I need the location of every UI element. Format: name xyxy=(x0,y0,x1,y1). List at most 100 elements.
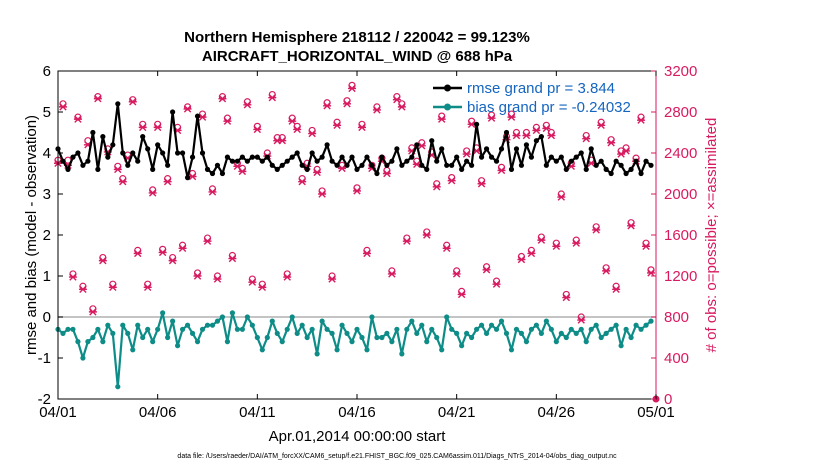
obs-assimilated-marker xyxy=(133,249,142,258)
rmse-point xyxy=(130,150,136,156)
obs-assimilated-marker xyxy=(118,178,127,186)
rmse-point xyxy=(404,158,410,164)
bias-point xyxy=(344,330,350,336)
obs-assimilated-marker xyxy=(627,222,636,230)
rmse-point xyxy=(603,166,609,172)
bias-point xyxy=(449,326,455,332)
rmse-point xyxy=(523,142,530,148)
bias-point xyxy=(165,334,171,341)
bias-point xyxy=(289,314,295,320)
legend-rmse-marker xyxy=(444,84,451,92)
bias-point xyxy=(364,347,370,353)
obs-assimilated-marker xyxy=(153,123,162,132)
rmse-point xyxy=(623,170,629,177)
bias-point xyxy=(409,318,415,324)
obs-assimilated-marker xyxy=(313,168,322,177)
bias-point xyxy=(523,339,530,345)
obs-assimilated-marker xyxy=(477,180,486,188)
rmse-point xyxy=(279,162,285,168)
obs-assimilated-marker xyxy=(218,94,227,103)
y-tick-label: 0 xyxy=(43,309,51,326)
bias-point xyxy=(95,326,101,332)
bias-point xyxy=(184,322,191,328)
bias-point xyxy=(429,326,435,332)
bias-point xyxy=(75,339,81,345)
obs-assimilated-marker xyxy=(183,105,192,113)
bias-point xyxy=(274,330,280,336)
obs-assimilated-marker xyxy=(333,121,342,130)
rmse-point xyxy=(204,166,211,172)
rmse-point xyxy=(70,154,76,160)
obs-assimilated-marker xyxy=(68,273,77,281)
chart-title: Northern Hemisphere 218112 / 220042 = 99… xyxy=(184,29,530,46)
rmse-point xyxy=(543,162,549,168)
bias-point xyxy=(110,330,116,336)
rmse-point xyxy=(110,142,116,148)
obs-assimilated-marker xyxy=(283,273,292,281)
x-tick-label: 04/11 xyxy=(239,404,275,421)
obs-assimilated-marker xyxy=(163,178,172,186)
rmse-point xyxy=(349,154,355,160)
obs-assimilated-marker xyxy=(178,244,187,253)
rmse-point xyxy=(648,162,654,168)
rmse-point xyxy=(304,166,310,172)
obs-assimilated-marker xyxy=(213,275,222,283)
rmse-point xyxy=(568,158,574,164)
bias-point xyxy=(558,330,564,336)
rmse-point xyxy=(344,162,350,168)
rmse-point xyxy=(633,158,639,164)
bias-point xyxy=(568,326,574,332)
obs-assimilated-marker xyxy=(193,272,202,280)
y2-tick-label: 1600 xyxy=(664,227,697,244)
obs-assimilated-marker xyxy=(348,84,357,93)
obs-assimilated-marker xyxy=(592,226,601,234)
rmse-point xyxy=(229,158,236,164)
bias-point xyxy=(85,339,91,345)
obs-assimilated-marker xyxy=(432,183,441,191)
bias-point xyxy=(439,347,445,353)
bias-point xyxy=(548,326,554,332)
rmse-point xyxy=(369,162,375,168)
obs-assimilated-marker xyxy=(293,125,302,134)
obs-assimilated-marker xyxy=(492,280,501,288)
bias-point xyxy=(269,318,275,324)
obs-assimilated-marker xyxy=(637,116,646,124)
y-tick-label: 1 xyxy=(43,268,51,285)
bias-point xyxy=(493,326,500,332)
rmse-point xyxy=(583,166,589,172)
rmse-point xyxy=(379,154,385,160)
bias-point xyxy=(70,326,76,332)
bias-point xyxy=(498,318,505,324)
bias-point xyxy=(199,326,206,332)
obs-assimilated-marker xyxy=(572,239,581,247)
y-tick-label: -2 xyxy=(38,391,51,408)
rmse-point xyxy=(548,154,554,160)
bias-point xyxy=(538,330,544,336)
obs-assimilated-marker xyxy=(343,100,352,108)
y2-tick-label: 2400 xyxy=(664,145,697,162)
obs-assimilated-marker xyxy=(497,166,506,175)
obs-assimilated-marker xyxy=(522,131,531,140)
bias-point xyxy=(259,347,265,353)
bias-point xyxy=(424,339,430,345)
obs-assimilated-marker xyxy=(382,169,391,178)
bias-point xyxy=(578,326,584,332)
legend-bias-label: bias grand pr = -0.24032 xyxy=(467,99,631,116)
obs-assimilated-marker xyxy=(402,237,411,245)
rmse-point xyxy=(214,162,221,168)
bias-point xyxy=(354,326,360,332)
bias-point xyxy=(65,326,71,332)
bias-point xyxy=(369,314,375,320)
bias-point xyxy=(543,318,549,324)
rmse-point xyxy=(165,162,171,168)
bias-point xyxy=(384,330,390,336)
bias-point xyxy=(419,322,425,328)
obs-assimilated-marker xyxy=(507,113,516,121)
y2-tick-label: 400 xyxy=(664,350,689,367)
rmse-point xyxy=(538,134,544,140)
obs-assimilated-marker xyxy=(647,269,656,277)
y-tick-label: -1 xyxy=(38,350,51,367)
obs-assimilated-marker xyxy=(108,283,117,291)
bias-point xyxy=(234,326,240,332)
x-axis: 04/01 04/06 04/11 04/16 04/21 04/26 05/01 xyxy=(39,71,675,421)
